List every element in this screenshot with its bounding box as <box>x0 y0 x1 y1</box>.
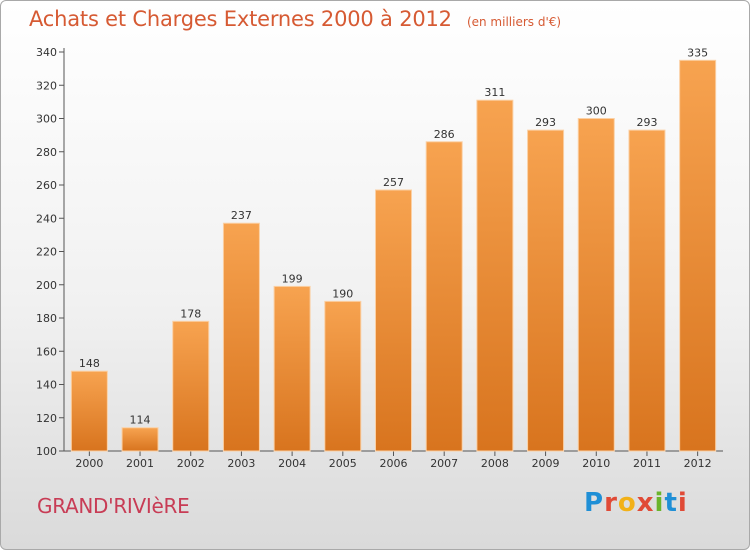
y-tick-label: 260 <box>36 179 57 192</box>
x-tick-label: 2004 <box>278 457 306 470</box>
y-tick-label: 200 <box>36 279 57 292</box>
data-label: 300 <box>586 105 607 118</box>
x-tick-label: 2010 <box>582 457 610 470</box>
bar <box>222 222 260 452</box>
bar <box>628 129 666 452</box>
data-label: 257 <box>383 176 404 189</box>
y-tick-label: 280 <box>36 146 57 159</box>
chart-labels: 2000 148 2001 114 2002 178 2003 237 2004 199 2005 1… <box>75 46 711 470</box>
data-label: 311 <box>484 86 505 99</box>
bar <box>70 370 108 452</box>
data-label: 293 <box>535 116 556 129</box>
x-tick-label: 2009 <box>532 457 560 470</box>
chart-title: Achats et Charges Externes 2000 à 2012 <box>29 7 452 31</box>
bar <box>679 59 717 452</box>
logo-letter: o <box>617 488 637 518</box>
y-tick-label: 100 <box>36 445 57 458</box>
y-tick-label: 140 <box>36 379 57 392</box>
data-label: 335 <box>687 46 708 59</box>
x-tick-label: 2003 <box>227 457 255 470</box>
data-label: 199 <box>282 272 303 285</box>
y-tick-label: 220 <box>36 246 57 259</box>
logo-letter: r <box>604 488 618 518</box>
data-label: 237 <box>231 209 252 222</box>
chart-title-block: Achats et Charges Externes 2000 à 2012 (… <box>29 7 561 31</box>
bar <box>375 189 412 452</box>
x-tick-label: 2008 <box>481 457 509 470</box>
y-tick-label: 240 <box>36 212 57 225</box>
y-tick-label: 340 <box>36 46 57 59</box>
chart-bars <box>70 59 717 452</box>
bar <box>476 99 514 452</box>
bar <box>425 141 463 452</box>
data-label: 293 <box>636 116 657 129</box>
y-tick-label: 160 <box>36 345 57 358</box>
bar <box>324 300 362 452</box>
data-label: 190 <box>332 287 353 300</box>
data-label: 148 <box>79 357 100 370</box>
x-tick-label: 2011 <box>633 457 661 470</box>
y-tick-label: 300 <box>36 113 57 126</box>
chart-subtitle: (en milliers d'€) <box>466 15 562 29</box>
x-tick-label: 2012 <box>684 457 712 470</box>
location-name: GRAND'RIVIèRE <box>37 494 190 518</box>
x-tick-label: 2000 <box>75 457 103 470</box>
bar <box>577 118 615 452</box>
logo-letter: t <box>664 488 678 518</box>
x-tick-label: 2001 <box>126 457 154 470</box>
logo-letter: i <box>654 488 665 518</box>
proxiti-logo: Proxiti <box>584 488 688 518</box>
y-tick-label: 320 <box>36 79 57 92</box>
x-tick-label: 2006 <box>380 457 408 470</box>
bar <box>121 427 159 452</box>
data-label: 286 <box>434 128 455 141</box>
bar <box>273 285 311 452</box>
data-label: 114 <box>130 414 151 427</box>
x-tick-label: 2007 <box>430 457 458 470</box>
logo-letter: i <box>677 488 688 518</box>
y-tick-label: 180 <box>36 312 57 325</box>
logo-letter: P <box>584 488 605 518</box>
y-tick-label: 120 <box>36 412 57 425</box>
bar <box>172 320 210 452</box>
x-tick-label: 2002 <box>177 457 205 470</box>
chart-axes: 100 120 140 160 180 200 220 240 260 280 300 320 340 <box>36 46 723 458</box>
logo-letter: x <box>636 488 655 518</box>
bar <box>527 129 565 452</box>
data-label: 178 <box>180 307 201 320</box>
x-tick-label: 2005 <box>329 457 357 470</box>
